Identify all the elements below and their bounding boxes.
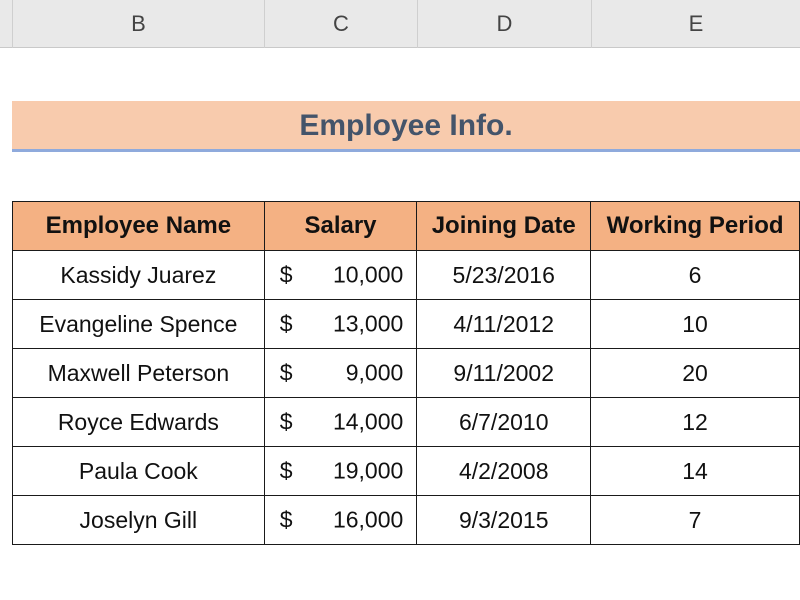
table-header-row: Employee Name Salary Joining Date Workin… <box>12 201 800 251</box>
header-salary[interactable]: Salary <box>263 201 418 251</box>
joining-date-cell[interactable]: 5/23/2016 <box>416 250 592 300</box>
table-title[interactable]: Employee Info. <box>12 101 800 152</box>
salary-amount: 13,000 <box>332 310 404 337</box>
working-period-cell[interactable]: 10 <box>590 299 800 349</box>
salary-cell[interactable]: $ 16,000 <box>263 495 418 545</box>
currency-symbol: $ <box>279 457 293 484</box>
salary-cell[interactable]: $ 9,000 <box>263 348 418 398</box>
working-period-cell[interactable]: 12 <box>590 397 800 447</box>
currency-symbol: $ <box>279 359 293 386</box>
column-header-d[interactable]: D <box>417 0 591 48</box>
salary-amount: 19,000 <box>332 457 404 484</box>
salary-amount: 14,000 <box>332 408 404 435</box>
table-row: Paula Cook $ 19,000 4/2/2008 14 <box>12 446 800 496</box>
employee-name-cell[interactable]: Maxwell Peterson <box>12 348 265 398</box>
header-joining-date[interactable]: Joining Date <box>416 201 592 251</box>
joining-date-cell[interactable]: 6/7/2010 <box>416 397 592 447</box>
working-period-cell[interactable]: 6 <box>590 250 800 300</box>
working-period-cell[interactable]: 20 <box>590 348 800 398</box>
table-row: Royce Edwards $ 14,000 6/7/2010 12 <box>12 397 800 447</box>
table-row: Kassidy Juarez $ 10,000 5/23/2016 6 <box>12 250 800 300</box>
currency-symbol: $ <box>279 506 293 533</box>
working-period-cell[interactable]: 14 <box>590 446 800 496</box>
employee-name-cell[interactable]: Paula Cook <box>12 446 265 496</box>
salary-cell[interactable]: $ 13,000 <box>263 299 418 349</box>
table-row: Joselyn Gill $ 16,000 9/3/2015 7 <box>12 495 800 545</box>
employee-name-cell[interactable]: Evangeline Spence <box>12 299 265 349</box>
salary-cell[interactable]: $ 14,000 <box>263 397 418 447</box>
column-header-e[interactable]: E <box>591 0 800 48</box>
salary-amount: 9,000 <box>345 359 404 386</box>
employee-name-cell[interactable]: Royce Edwards <box>12 397 265 447</box>
salary-cell[interactable]: $ 10,000 <box>263 250 418 300</box>
table-row: Maxwell Peterson $ 9,000 9/11/2002 20 <box>12 348 800 398</box>
joining-date-cell[interactable]: 4/11/2012 <box>416 299 592 349</box>
employee-name-cell[interactable]: Kassidy Juarez <box>12 250 265 300</box>
currency-symbol: $ <box>279 310 293 337</box>
joining-date-cell[interactable]: 9/3/2015 <box>416 495 592 545</box>
column-header-b[interactable]: B <box>12 0 264 48</box>
joining-date-cell[interactable]: 9/11/2002 <box>416 348 592 398</box>
employee-table: Employee Name Salary Joining Date Workin… <box>12 201 800 545</box>
currency-symbol: $ <box>279 408 293 435</box>
header-employee-name[interactable]: Employee Name <box>12 201 265 251</box>
salary-cell[interactable]: $ 19,000 <box>263 446 418 496</box>
table-row: Evangeline Spence $ 13,000 4/11/2012 10 <box>12 299 800 349</box>
employee-name-cell[interactable]: Joselyn Gill <box>12 495 265 545</box>
header-working-period[interactable]: Working Period <box>590 201 800 251</box>
currency-symbol: $ <box>279 261 293 288</box>
column-header-c[interactable]: C <box>264 0 417 48</box>
salary-amount: 10,000 <box>332 261 404 288</box>
column-header-bar: B C D E <box>0 0 800 48</box>
working-period-cell[interactable]: 7 <box>590 495 800 545</box>
joining-date-cell[interactable]: 4/2/2008 <box>416 446 592 496</box>
salary-amount: 16,000 <box>332 506 404 533</box>
